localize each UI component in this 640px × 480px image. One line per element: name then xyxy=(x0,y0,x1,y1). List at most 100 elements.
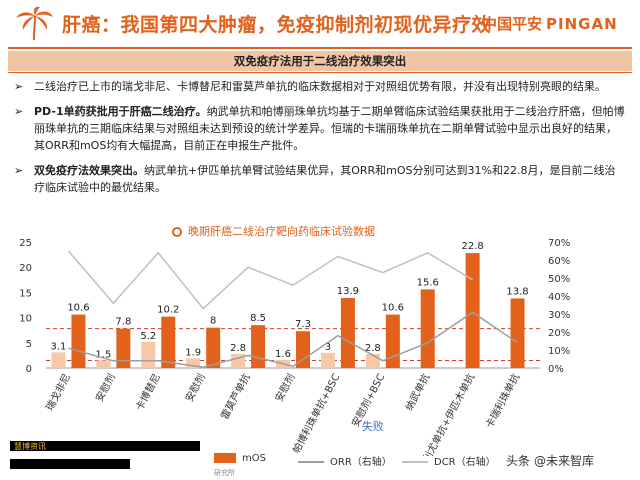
x-tick-label: 安慰剂 xyxy=(92,371,118,404)
section-banner: 双免疫疗法用于二线治疗效果突出 xyxy=(8,51,632,71)
light-bar xyxy=(320,352,335,368)
chart-title: 晚期肝癌二线治疗靶向药临床试验数据 xyxy=(172,223,375,239)
header-divider xyxy=(8,47,632,49)
redacted-block xyxy=(10,441,200,451)
legend-swatch xyxy=(402,461,428,463)
mos-bar-label: 13.9 xyxy=(337,286,359,297)
y-tick-label: 0 xyxy=(26,364,32,375)
light-bar xyxy=(51,352,66,368)
bullet-item: ➢ PD-1单药获批用于肝癌二线治疗。纳武单抗和帕博丽珠单抗均基于二期单臂临床试… xyxy=(14,103,626,154)
y2-tick-label: 50% xyxy=(548,274,570,285)
watermark: 头条 @未来智库 xyxy=(506,452,594,469)
y-tick-label: 15 xyxy=(19,288,32,299)
arrow-bullet-icon: ➢ xyxy=(14,164,24,177)
mos-bar-label: 10.2 xyxy=(157,305,179,316)
light-bar xyxy=(186,358,201,368)
mos-bar xyxy=(116,328,131,368)
mos-bar-label: 7.3 xyxy=(295,319,311,330)
bullet-item: ➢ 二线治疗已上市的瑞戈非尼、卡博替尼和雷莫芦单抗的临床数据相对于对照组优势有限… xyxy=(14,78,626,95)
x-tick-label: 卡博替尼 xyxy=(133,371,163,412)
x-tick-label: 纳武单抗 xyxy=(402,371,432,412)
light-bar xyxy=(141,341,156,368)
mos-bar-label: 10.6 xyxy=(67,303,89,314)
mos-bar-label: 8 xyxy=(210,316,216,327)
light-bar xyxy=(96,360,111,368)
light-bar-label: 2.8 xyxy=(365,343,381,354)
mos-bar xyxy=(161,316,176,368)
bullet-text: 纳武单抗+伊匹单抗单臂试验结果优异，其ORR和mOS分别可达到31%和22.8月… xyxy=(34,164,616,194)
y2-tick-label: 10% xyxy=(548,346,570,357)
brand-en: PINGAN xyxy=(546,15,618,33)
slide-header: 肝癌：我国第四大肿瘤，免疫抑制剂初现优异疗效 中国平安 PINGAN xyxy=(0,0,640,48)
legend-label: ORR（右轴） xyxy=(330,457,392,468)
light-bar-label: 3.1 xyxy=(51,341,67,352)
clinical-trial-chart: 0 5 10 15 20 25 0% 10% 20% 30% 40% 50% 60% 70% 3.1 10.6… xyxy=(19,238,570,456)
y2-tick-label: 60% xyxy=(548,256,570,267)
palm-tree-logo-icon xyxy=(16,6,53,41)
x-tick-label: 雷莫芦单抗 xyxy=(218,371,253,421)
mos-bar xyxy=(206,327,221,368)
light-bar-label: 1.5 xyxy=(95,349,111,360)
x-tick-label: 卡瑞利珠单抗 xyxy=(483,371,523,430)
arrow-bullet-icon: ➢ xyxy=(14,80,24,93)
watermark-prefix: 头条 xyxy=(506,454,531,468)
bullet-item: ➢ 双免疫疗法效果突出。纳武单抗+伊匹单抗单臂试验结果优异，其ORR和mOS分别… xyxy=(14,162,626,196)
x-tick-label: 瑞戈非尼 xyxy=(43,371,73,412)
light-bar-label: 2.8 xyxy=(230,343,246,354)
mos-bar-label: 10.6 xyxy=(382,303,404,314)
mos-bar-label: 8.5 xyxy=(250,313,266,324)
mos-bar-label: 7.8 xyxy=(115,317,131,328)
banner-divider xyxy=(8,72,632,73)
mos-bar xyxy=(420,289,435,368)
watermark-brand: @未来智库 xyxy=(534,454,595,468)
y2-tick-label: 40% xyxy=(548,292,570,303)
mos-bar xyxy=(251,325,266,368)
y-tick-label: 25 xyxy=(19,238,32,249)
y-tick-label: 5 xyxy=(26,339,32,350)
source-note: 研究所 xyxy=(214,469,235,477)
redacted-label: 慧博资讯 xyxy=(14,442,46,451)
y-tick-label: 10 xyxy=(19,314,32,325)
bullet-bold: PD-1单药获批用于肝癌二线治疗。 xyxy=(34,105,207,118)
bullet-list: ➢ 二线治疗已上市的瑞戈非尼、卡博替尼和雷莫芦单抗的临床数据相对于对照组优势有限… xyxy=(14,78,626,204)
failed-label: 失败 xyxy=(362,419,384,433)
y2-tick-label: 0% xyxy=(548,364,564,375)
light-bar-label: 3 xyxy=(325,342,331,353)
y2-tick-label: 30% xyxy=(548,310,570,321)
bullet-text: 纳武单抗和帕博丽珠单抗均基于二期单臂临床试验结果获批用于二线治疗肝癌，但帕博丽珠… xyxy=(34,105,625,152)
mos-bar-label: 15.6 xyxy=(417,277,439,288)
mos-bar xyxy=(296,331,310,368)
dcr-line xyxy=(67,250,474,310)
legend-label: DCR（右轴） xyxy=(434,457,496,468)
x-tick-label: 帕博利珠单抗+BSC xyxy=(290,371,343,455)
bullet-text: 二线治疗已上市的瑞戈非尼、卡博替尼和雷莫芦单抗的临床数据相对于对照组优势有限，并… xyxy=(34,80,606,93)
legend-orr: ORR（右轴） xyxy=(298,453,392,468)
x-tick-label: 安慰剂 xyxy=(272,371,298,404)
y2-tick-label: 20% xyxy=(548,328,570,339)
mos-bar xyxy=(510,298,525,368)
bullet-bold: 双免疫疗法效果突出。 xyxy=(34,164,144,177)
y2-tick-label: 70% xyxy=(548,238,570,249)
chart-title-text: 晚期肝癌二线治疗靶向药临床试验数据 xyxy=(188,225,375,238)
arrow-bullet-icon: ➢ xyxy=(14,105,24,118)
light-bar-label: 1.6 xyxy=(275,349,291,360)
brand-logo: 中国平安 PINGAN xyxy=(482,13,618,34)
legend-dcr: DCR（右轴） xyxy=(402,453,496,468)
light-bar-label: 5.2 xyxy=(140,331,156,342)
y-tick-label: 20 xyxy=(19,263,32,274)
mos-bar-label: 13.8 xyxy=(506,286,528,297)
x-tick-label: 安慰剂 xyxy=(182,371,208,404)
legend-mos: mOS xyxy=(214,453,266,464)
page-title: 肝癌：我国第四大肿瘤，免疫抑制剂初现优异疗效 xyxy=(62,14,492,36)
mos-bar xyxy=(465,253,480,368)
light-bar-label: 1.9 xyxy=(185,347,201,358)
circle-marker-icon xyxy=(172,227,182,237)
legend-label: mOS xyxy=(242,453,266,464)
mos-bar-label: 22.8 xyxy=(462,241,484,252)
redacted-block xyxy=(10,459,130,469)
legend-swatch xyxy=(214,453,236,463)
mos-bar xyxy=(340,297,355,368)
mos-bar xyxy=(385,314,400,368)
orr-line xyxy=(68,311,518,369)
legend-swatch xyxy=(298,461,324,463)
